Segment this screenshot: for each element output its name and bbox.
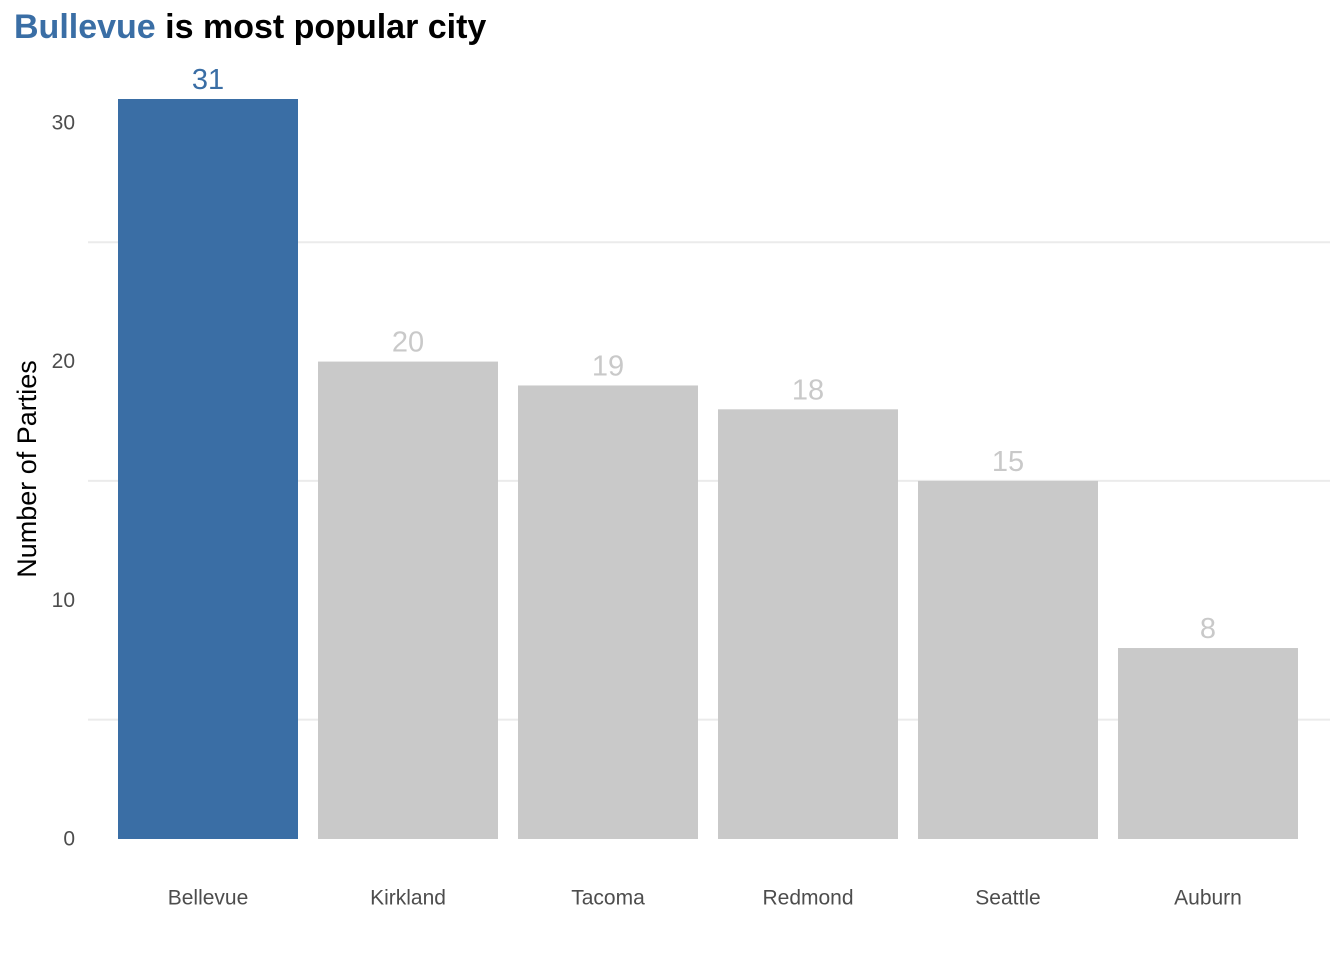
y-tick-label: 20 bbox=[52, 350, 75, 373]
bar bbox=[318, 361, 498, 839]
chart-title-rest: is most popular city bbox=[155, 8, 487, 46]
y-tick-label: 10 bbox=[52, 589, 75, 612]
x-tick-label: Seattle bbox=[975, 887, 1040, 910]
data-label: 31 bbox=[192, 64, 224, 96]
y-axis: 0 10 20 30 bbox=[52, 111, 75, 850]
x-tick-label: Auburn bbox=[1174, 887, 1242, 910]
chart-title-highlight: Bullevue bbox=[14, 8, 156, 46]
bar bbox=[918, 480, 1098, 839]
data-label: 20 bbox=[392, 327, 424, 359]
x-tick-label: Kirkland bbox=[370, 887, 446, 910]
y-tick-label: 0 bbox=[63, 828, 75, 851]
data-label: 19 bbox=[592, 350, 624, 382]
y-axis-title: Number of Parties bbox=[12, 360, 42, 578]
data-label: 18 bbox=[792, 374, 824, 406]
bar bbox=[718, 409, 898, 839]
bar bbox=[518, 385, 698, 839]
x-axis: Bellevue Kirkland Tacoma Redmond Seattle Aubu… bbox=[168, 887, 1242, 910]
bar bbox=[118, 99, 298, 839]
data-label: 15 bbox=[992, 446, 1024, 478]
data-labels: 31 20 19 18 15 8 bbox=[192, 64, 1216, 645]
x-tick-label: Bellevue bbox=[168, 887, 249, 910]
x-tick-label: Tacoma bbox=[571, 887, 645, 910]
data-label: 8 bbox=[1200, 613, 1216, 645]
bars bbox=[118, 99, 1298, 839]
chart-title: Bullevue is most popular city bbox=[14, 8, 486, 47]
y-tick-label: 30 bbox=[52, 111, 75, 134]
x-tick-label: Redmond bbox=[762, 887, 853, 910]
bar bbox=[1118, 648, 1298, 839]
